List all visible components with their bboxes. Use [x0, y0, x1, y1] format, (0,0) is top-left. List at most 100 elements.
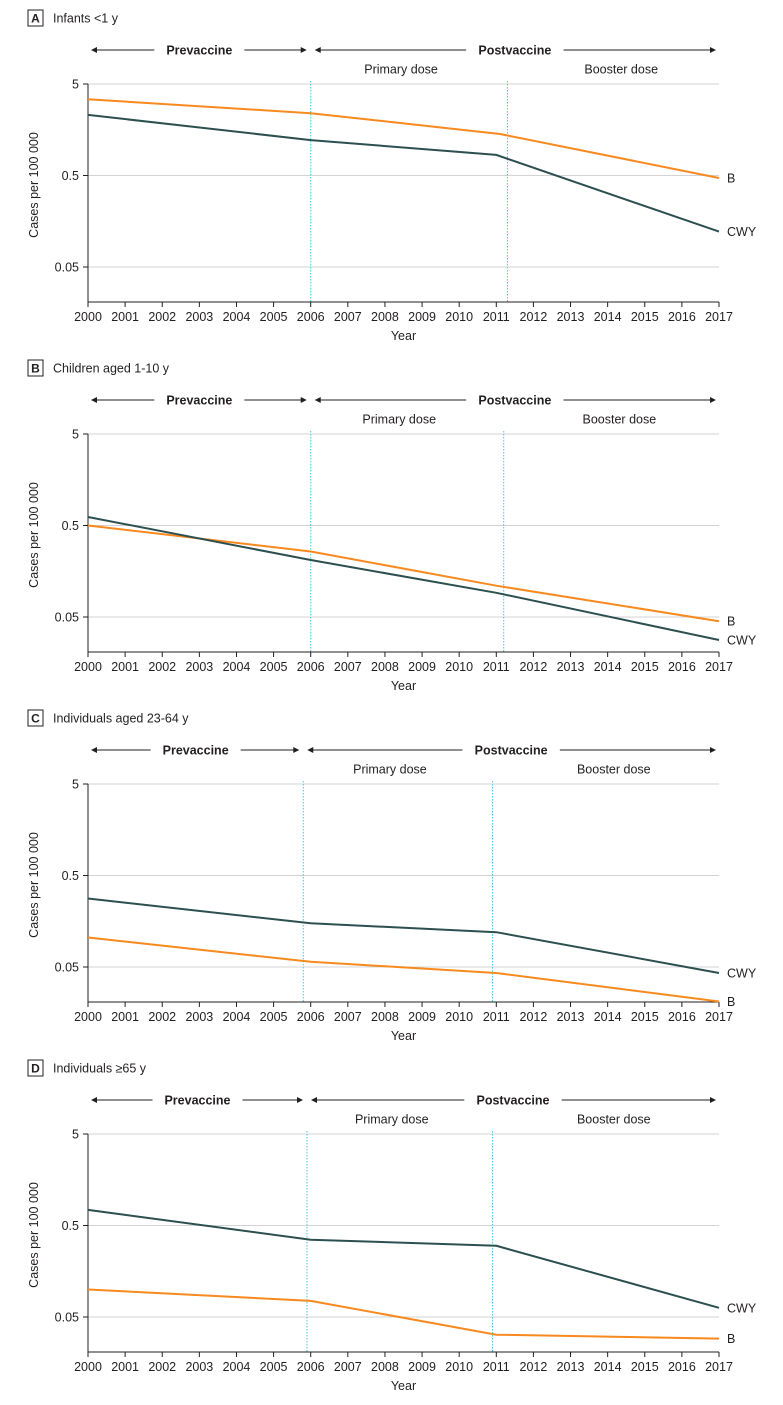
x-tick-label: 2017	[705, 310, 733, 324]
x-tick-label: 2017	[705, 660, 733, 674]
panel-title: Individuals ≥65 y	[53, 1062, 147, 1076]
prevaccine-label: Prevaccine	[164, 1094, 230, 1108]
postvaccine-arrowhead-left	[314, 47, 321, 53]
x-tick-label: 2005	[260, 1010, 288, 1024]
x-tick-label: 2016	[668, 660, 696, 674]
x-axis-title: Year	[391, 679, 416, 693]
x-tick-label: 2009	[408, 660, 436, 674]
x-tick-label: 2000	[74, 1010, 102, 1024]
series-line-b	[87, 936, 720, 1003]
postvaccine-arrowhead-right	[710, 747, 716, 753]
x-tick-label: 2003	[185, 310, 213, 324]
y-tick-label: 0.05	[55, 1311, 79, 1325]
x-tick-label: 2001	[111, 660, 139, 674]
series-line-cwy	[87, 1208, 720, 1309]
y-tick-label: 0.5	[62, 869, 79, 883]
x-tick-label: 2017	[705, 1010, 733, 1024]
chart-panel-d: D Individuals ≥65 y Prevaccine Postvaccine P…	[27, 1059, 757, 1393]
panel-title: Infants <1 y	[53, 12, 119, 26]
x-tick-label: 2004	[223, 1360, 251, 1374]
x-tick-label: 2009	[408, 310, 436, 324]
prevaccine-arrowhead-left	[91, 1097, 97, 1103]
x-axis-title: Year	[391, 1379, 416, 1393]
postvaccine-label: Postvaccine	[477, 1094, 550, 1108]
series-label-b: B	[727, 995, 735, 1009]
x-axis-title: Year	[391, 329, 416, 343]
panel-label: D	[31, 1062, 40, 1076]
series-line-cwy	[87, 897, 720, 974]
x-tick-label: 2010	[445, 660, 473, 674]
x-tick-label: 2002	[148, 1010, 176, 1024]
panel-title: Children aged 1-10 y	[53, 362, 170, 376]
postvaccine-arrowhead-right	[710, 1097, 716, 1103]
panel-label: A	[31, 12, 40, 26]
postvaccine-label: Postvaccine	[478, 44, 551, 58]
booster-dose-label: Booster dose	[577, 763, 651, 777]
postvaccine-arrowhead-right	[710, 397, 716, 403]
x-tick-label: 2013	[557, 1360, 585, 1374]
x-tick-label: 2016	[668, 1360, 696, 1374]
y-tick-label: 0.5	[62, 1219, 79, 1233]
x-tick-label: 2015	[631, 1010, 659, 1024]
x-tick-label: 2003	[185, 1010, 213, 1024]
x-tick-label: 2016	[668, 310, 696, 324]
series-line-b	[87, 524, 720, 623]
y-axis-title: Cases per 100 000	[27, 482, 41, 588]
series-label-cwy: CWY	[727, 634, 757, 648]
x-tick-label: 2002	[148, 1360, 176, 1374]
series-label-cwy: CWY	[727, 1301, 757, 1315]
x-tick-label: 2008	[371, 1360, 399, 1374]
x-tick-label: 2009	[408, 1010, 436, 1024]
panel-label: B	[31, 362, 40, 376]
x-tick-label: 2007	[334, 660, 362, 674]
series-line-b	[87, 98, 720, 179]
prevaccine-arrowhead-left	[91, 47, 97, 53]
postvaccine-arrowhead-left	[307, 747, 314, 753]
x-tick-label: 2013	[557, 1010, 585, 1024]
series-label-b: B	[727, 1332, 735, 1346]
x-tick-label: 2013	[557, 660, 585, 674]
primary-dose-label: Primary dose	[364, 63, 438, 77]
x-tick-label: 2006	[297, 660, 325, 674]
x-tick-label: 2015	[631, 1360, 659, 1374]
x-tick-label: 2012	[520, 1360, 548, 1374]
panel-label-box	[27, 1059, 44, 1077]
x-tick-label: 2008	[371, 1010, 399, 1024]
x-tick-label: 2012	[520, 660, 548, 674]
x-tick-label: 2010	[445, 1360, 473, 1374]
x-tick-label: 2017	[705, 1360, 733, 1374]
x-tick-label: 2012	[520, 310, 548, 324]
postvaccine-label: Postvaccine	[478, 394, 551, 408]
panel-label-box	[27, 359, 44, 377]
prevaccine-arrowhead-right	[300, 397, 307, 403]
y-tick-label: 0.05	[55, 261, 79, 275]
booster-dose-label: Booster dose	[577, 1113, 651, 1127]
y-axis-title: Cases per 100 000	[27, 132, 41, 238]
y-tick-label: 5	[72, 1128, 79, 1142]
panel-label-box	[27, 709, 44, 727]
x-tick-label: 2011	[483, 1010, 510, 1024]
x-tick-label: 2007	[334, 1360, 362, 1374]
x-tick-label: 2005	[260, 310, 288, 324]
x-tick-label: 2007	[334, 310, 362, 324]
x-tick-label: 2004	[223, 660, 251, 674]
y-tick-label: 5	[72, 778, 79, 792]
panel-label: C	[31, 712, 40, 726]
x-tick-label: 2014	[594, 660, 622, 674]
postvaccine-label: Postvaccine	[475, 744, 548, 758]
prevaccine-arrowhead-left	[91, 747, 97, 753]
x-tick-label: 2011	[483, 1360, 510, 1374]
x-tick-label: 2014	[594, 310, 622, 324]
chart-panel-c: C Individuals aged 23-64 y Prevaccine Postv…	[27, 709, 757, 1043]
postvaccine-arrowhead-left	[314, 397, 321, 403]
x-tick-label: 2006	[297, 1360, 325, 1374]
chart-panel-a: A Infants <1 y Prevaccine Postvaccine Primar…	[27, 9, 757, 343]
panel-title: Individuals aged 23-64 y	[53, 712, 189, 726]
series-label-b: B	[727, 615, 735, 629]
primary-dose-label: Primary dose	[355, 1113, 429, 1127]
x-tick-label: 2006	[297, 1010, 325, 1024]
prevaccine-label: Prevaccine	[163, 744, 229, 758]
series-label-cwy: CWY	[727, 966, 757, 980]
booster-dose-label: Booster dose	[584, 63, 658, 77]
